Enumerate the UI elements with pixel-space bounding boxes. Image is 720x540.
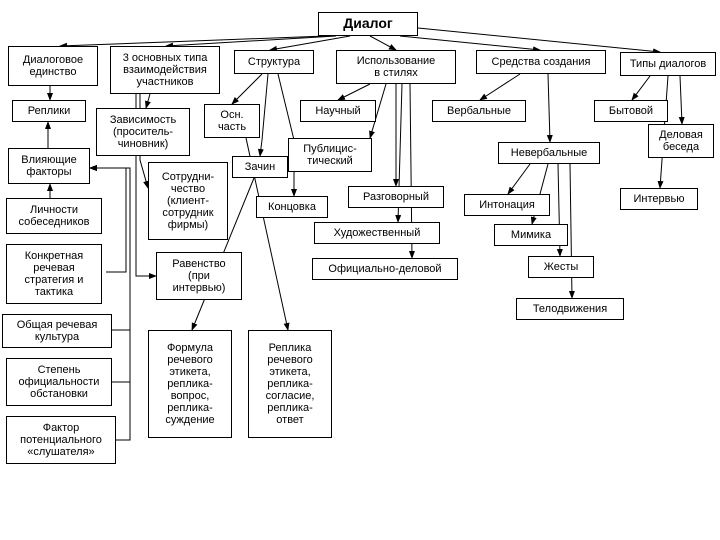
node-razg: Разговорный (348, 186, 444, 208)
node-strat: Конкретнаяречеваястратегия итактика (6, 244, 102, 304)
node-ofic: Степеньофициальностиобстановки (6, 358, 112, 406)
edge (260, 74, 268, 156)
node-factors: Влияющиефакторы (8, 148, 90, 184)
node-gest: Жесты (528, 256, 594, 278)
edge (166, 36, 336, 46)
node-dep: Зависимость(проситель-чиновник) (96, 108, 190, 156)
node-ofdel: Официально-деловой (312, 258, 458, 280)
edge (370, 36, 396, 50)
edge (146, 94, 150, 108)
node-usestyle: Использованиев стилях (336, 50, 456, 84)
node-pers: Личностисобеседников (6, 198, 102, 234)
node-replika2: Репликаречевогоэтикета,реплика-согласие,… (248, 330, 332, 438)
edge (680, 76, 682, 124)
node-hud: Художественный (314, 222, 440, 244)
node-osn: Осн.часть (204, 104, 260, 138)
node-means: Средства создания (476, 50, 606, 74)
node-kult: Общая речеваякультура (2, 314, 112, 348)
edge (418, 28, 660, 52)
node-delov: Деловаябеседа (648, 124, 714, 158)
edge (632, 76, 650, 100)
node-neverb: Невербальные (498, 142, 600, 164)
node-unity: Диалоговоеединство (8, 46, 98, 86)
node-byt: Бытовой (594, 100, 668, 122)
node-mim: Мимика (494, 224, 568, 246)
edge (548, 74, 550, 142)
edge (232, 74, 262, 104)
node-inter: 3 основных типавзаимодействияучастников (110, 46, 220, 94)
edge (400, 36, 540, 50)
node-equal: Равенство(приинтервью) (156, 252, 242, 300)
diagram-root: Диалог Диалоговоеединство 3 основных типав… (0, 0, 720, 540)
node-types: Типы диалогов (620, 52, 716, 76)
node-body: Телодвижения (516, 298, 624, 320)
node-konc: Концовка (256, 196, 328, 218)
node-formula: Формуларечевогоэтикета,реплика-вопрос,ре… (148, 330, 232, 438)
edge (338, 84, 370, 100)
node-inton: Интонация (464, 194, 550, 216)
node-zach: Зачин (232, 156, 288, 178)
node-repl: Реплики (12, 100, 86, 122)
node-coop: Сотрудни-чество(клиент-сотрудникфирмы) (148, 162, 228, 240)
node-publ: Публицис-тический (288, 138, 372, 172)
node-struct: Структура (234, 50, 314, 74)
edge (508, 164, 530, 194)
edge (270, 36, 350, 50)
node-listener: Факторпотенциального«слушателя» (6, 416, 116, 464)
node-interview: Интервью (620, 188, 698, 210)
node-verb: Вербальные (432, 100, 526, 122)
edge (60, 36, 326, 46)
node-sci: Научный (300, 100, 376, 122)
node-root: Диалог (318, 12, 418, 36)
edge (480, 74, 520, 100)
